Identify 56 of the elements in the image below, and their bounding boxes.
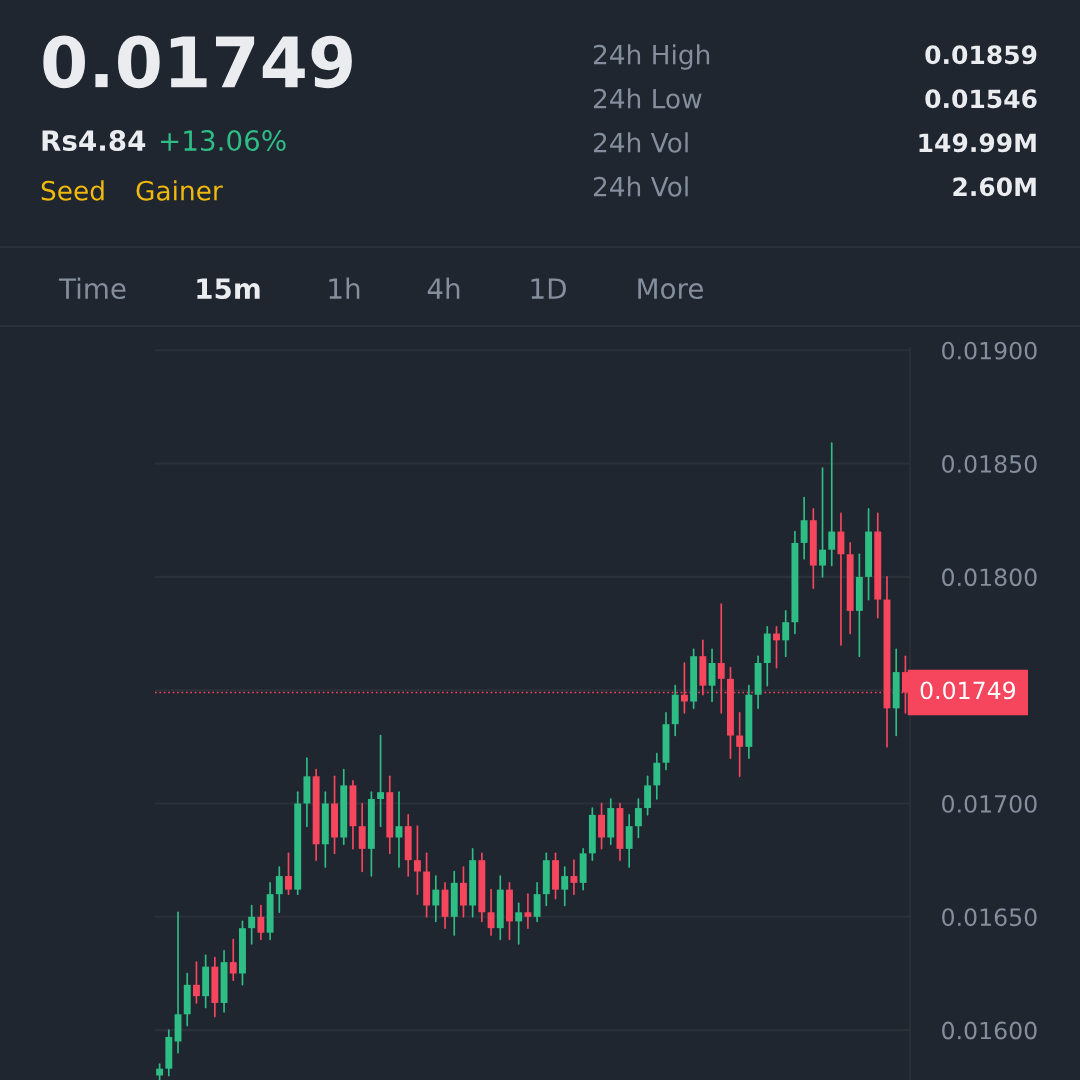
candlestick: [644, 775, 652, 816]
candlestick: [524, 893, 532, 929]
text: +13.06%: [160, 130, 286, 152]
y-tick-label: 0.01700: [942, 794, 1037, 813]
candlestick: [570, 859, 578, 896]
text: 4h: [427, 277, 460, 299]
chart-subtitle: Rs4.84: [42, 130, 146, 152]
text: 15m: [197, 278, 260, 300]
candlestick: [275, 866, 283, 914]
candlestick: [828, 442, 836, 567]
text: 1D: [531, 278, 566, 299]
candlestick: [395, 791, 403, 868]
text: 24h Vol: [593, 132, 688, 153]
y-tick-label: 0.01850: [942, 455, 1037, 473]
candlestick: [736, 712, 744, 778]
candlestick: [413, 825, 421, 896]
candlestick: [837, 512, 845, 646]
candlestick: [358, 802, 366, 873]
candlestick: [377, 734, 385, 828]
text: More: [638, 278, 703, 300]
candlestick: [192, 961, 200, 1004]
text: 0.01859: [925, 45, 1037, 65]
candlestick: [229, 938, 237, 982]
text: 24h High: [593, 44, 710, 70]
candlestick: [653, 752, 661, 800]
y-tick-label: 0.01650: [942, 908, 1037, 927]
candlestick: [782, 610, 790, 658]
candlestick: [634, 798, 642, 839]
y-tick-label: 0.01600: [942, 1021, 1037, 1040]
text: 2.60M: [953, 177, 1036, 197]
candlestick: [257, 904, 265, 941]
candlestick: [285, 852, 292, 896]
text: Time: [58, 277, 126, 300]
candlestick: [717, 603, 725, 714]
candlestick: [561, 866, 569, 907]
y-tick-label: 0.01800: [942, 568, 1037, 587]
candlestick: [819, 467, 826, 578]
text: 0.01546: [925, 89, 1037, 109]
text: Seed: [41, 180, 104, 201]
text: 1h: [329, 277, 360, 299]
candlestick: [800, 496, 808, 560]
text: 149.99M: [919, 133, 1036, 153]
candlestick: [598, 802, 606, 850]
candlestick: [625, 814, 633, 868]
candlestick: [533, 882, 541, 923]
candlestick: [248, 904, 256, 945]
text: Gainer: [136, 180, 223, 201]
candlestick: [487, 888, 495, 936]
y-tick-label: 0.01900: [942, 341, 1037, 360]
text: 24h Low: [593, 88, 702, 109]
candlestick: [432, 875, 440, 923]
text: 24h Vol: [593, 176, 688, 197]
chart-title: 0.01749: [43, 35, 352, 89]
candlestick: [515, 902, 523, 945]
ref-line-label: 0.01749: [920, 681, 1016, 700]
candlestick: [459, 866, 467, 918]
